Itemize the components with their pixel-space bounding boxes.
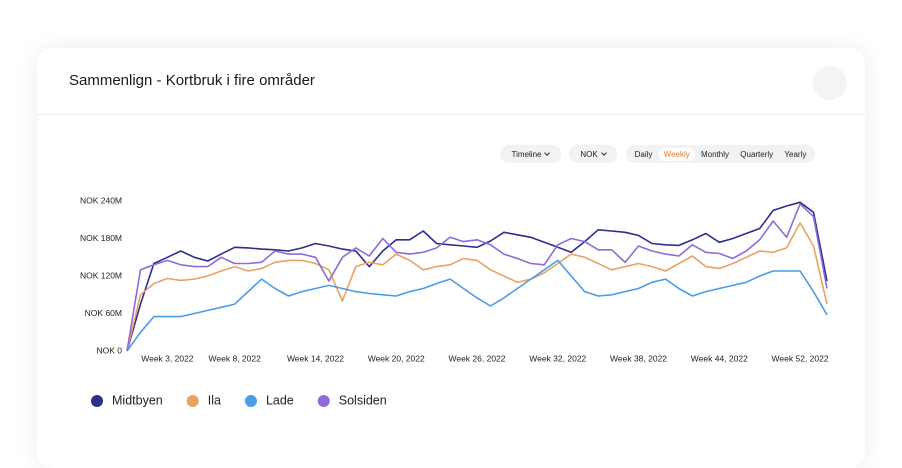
legend-swatch [91, 395, 103, 407]
legend-swatch [317, 395, 330, 407]
series-line [126, 259, 828, 352]
legend-swatch [186, 395, 199, 407]
period-button[interactable]: Quarterly [740, 149, 774, 159]
period-button[interactable]: Daily [634, 149, 653, 159]
period-switch: Daily Weekly Monthly Quarterly Yearly [626, 145, 815, 163]
series-line [126, 201, 828, 352]
period-button[interactable]: Yearly [784, 149, 807, 159]
y-tick-label: NOK 240M [80, 195, 122, 205]
series-line [126, 222, 828, 352]
x-tick-label: Week 3, 2022 [141, 353, 194, 363]
y-tick-label: NOK 60M [85, 308, 122, 318]
x-tick-label: Week 26, 2022 [448, 353, 505, 363]
x-tick-label: Week 44, 2022 [691, 353, 748, 363]
y-tick-label: NOK 180M [80, 233, 122, 243]
dropdown[interactable]: NOK [569, 145, 617, 163]
legend-label: Solsiden [339, 393, 387, 407]
x-tick-label: Week 20, 2022 [368, 353, 425, 363]
legend-label: Lade [266, 393, 294, 407]
x-tick-label: Week 32, 2022 [529, 353, 586, 363]
card-title: Sammenlign - Kortbruk i fire områder [69, 72, 315, 89]
x-tick-label: Week 38, 2022 [610, 353, 667, 363]
legend-swatch [244, 395, 257, 407]
dropdown[interactable]: Timeline [500, 145, 561, 163]
y-tick-label: NOK 0 [96, 345, 122, 355]
x-tick-label: Week 8, 2022 [209, 353, 262, 363]
divider [37, 114, 865, 115]
legend-label: Midtbyen [112, 393, 163, 407]
legend-label: Ila [208, 393, 221, 407]
x-tick-label: Week 52, 2022 [772, 353, 829, 363]
series-line [126, 203, 828, 352]
period-button[interactable]: Monthly [701, 149, 730, 159]
period-button[interactable]: Weekly [658, 147, 695, 161]
x-tick-label: Week 14, 2022 [287, 353, 344, 363]
icon-button[interactable] [813, 66, 847, 100]
card: Sammenlign - Kortbruk i fire områder Tim… [37, 48, 865, 468]
y-tick-label: NOK 120M [80, 270, 122, 280]
